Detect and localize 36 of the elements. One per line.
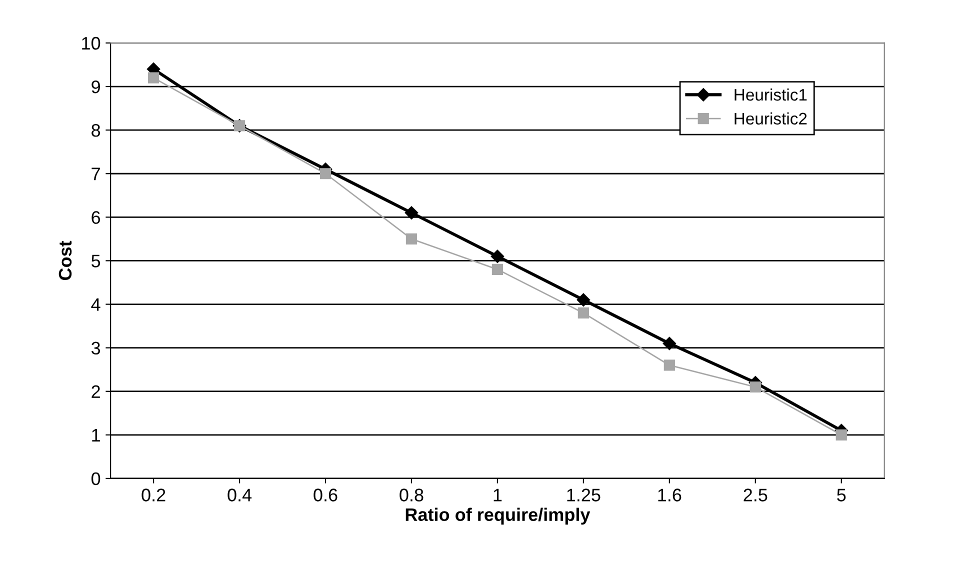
legend-label: Heuristic1 — [734, 88, 807, 101]
y-tick-label: 3 — [91, 342, 100, 355]
x-tick-label: 0.6 — [314, 488, 338, 502]
point — [662, 336, 676, 350]
y-tick-label: 7 — [92, 168, 100, 180]
point — [664, 360, 675, 371]
x-axis-title: Ratio of require/imply — [406, 508, 590, 525]
y-tick-label: 4 — [91, 298, 100, 311]
point — [320, 168, 332, 180]
point — [836, 429, 847, 440]
point — [750, 381, 761, 393]
x-tick-label: 1.6 — [658, 488, 682, 502]
x-tick-label: 0.4 — [228, 488, 252, 502]
point — [578, 307, 590, 319]
legend-label: Heuristic2 — [734, 112, 807, 125]
x-tick-label: 5 — [837, 488, 846, 502]
point — [576, 293, 590, 306]
point — [406, 233, 418, 244]
y-tick-label: 9 — [92, 80, 100, 94]
y-tick-label: 5 — [92, 254, 100, 268]
y-tick-label: 6 — [92, 211, 100, 224]
x-tick-label: 1.25 — [567, 488, 600, 502]
point — [148, 72, 160, 84]
x-tick-label: 2.5 — [744, 488, 768, 502]
y-axis-title: Cost — [58, 240, 72, 280]
x-tick-label: 0.2 — [142, 488, 166, 502]
y-tick-label: 2 — [92, 385, 100, 398]
point — [490, 250, 504, 263]
y-tick-label: 8 — [92, 124, 100, 137]
y-tick-label: 10 — [82, 36, 100, 50]
y-tick-label: 1 — [92, 429, 100, 442]
y-tick-label: 0 — [91, 472, 100, 486]
x-tick-label: 1 — [494, 488, 502, 502]
point — [404, 206, 418, 220]
x-tick-label: 0.8 — [400, 488, 424, 502]
point — [492, 264, 504, 275]
